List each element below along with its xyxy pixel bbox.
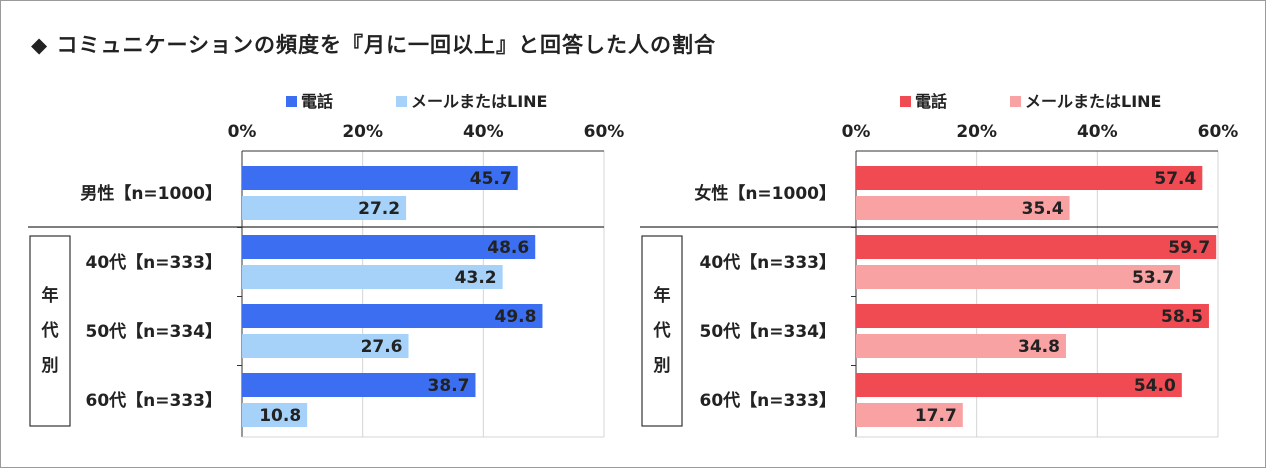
category-label: 60代【n=333】 [700,390,837,411]
bar [242,403,308,427]
bar [242,304,543,328]
legend-swatch [396,96,407,107]
group-label-char: 代 [653,320,671,341]
bar [856,373,1182,397]
data-label: 10.8 [259,406,301,426]
legend-swatch [1010,96,1021,107]
x-tick-label: 60% [1198,122,1239,142]
group-label-char: 年 [654,285,671,306]
bar [856,304,1209,328]
bar [242,166,518,190]
category-label: 男性【n=1000】 [80,183,222,204]
category-label: 50代【n=334】 [86,321,223,342]
x-tick-label: 0% [228,122,257,142]
category-label: 60代【n=333】 [86,390,223,411]
data-label: 57.4 [1154,169,1196,189]
group-label-char: 年 [42,285,59,306]
legend-swatch [286,96,297,107]
bar [856,403,963,427]
category-label: 40代【n=333】 [86,252,223,273]
data-label: 59.7 [1168,238,1210,258]
bar [242,373,476,397]
category-label: 40代【n=333】 [700,252,837,273]
bar [856,265,1180,289]
x-tick-label: 20% [342,122,383,142]
bar [856,334,1066,358]
bar [856,196,1070,220]
legend-label: メールまたはLINE [1025,92,1161,111]
x-tick-label: 40% [1077,122,1118,142]
data-label: 49.8 [495,307,537,327]
data-label: 45.7 [470,169,512,189]
data-label: 58.5 [1161,307,1203,327]
data-label: 27.6 [361,337,403,357]
legend-label: メールまたはLINE [411,92,547,111]
bar [242,265,503,289]
x-tick-label: 40% [463,122,504,142]
data-label: 48.6 [487,238,529,258]
data-label: 53.7 [1132,268,1174,288]
data-label: 43.2 [455,268,497,288]
x-tick-label: 0% [842,122,871,142]
bar [242,235,536,259]
page-title: ◆ コミュニケーションの頻度を『月に一回以上』と回答した人の割合 [31,33,717,57]
x-tick-label: 20% [956,122,997,142]
data-label: 27.2 [358,199,400,219]
bar [242,196,407,220]
data-label: 34.8 [1018,337,1060,357]
legend-label: 電話 [915,92,947,111]
bar [242,334,409,358]
legend-swatch [900,96,911,107]
data-label: 35.4 [1022,199,1064,219]
category-label: 50代【n=334】 [700,321,837,342]
data-label: 38.7 [428,376,470,396]
bar [856,166,1203,190]
group-label-char: 代 [41,320,59,341]
legend-label: 電話 [301,92,333,111]
x-tick-label: 60% [584,122,625,142]
group-label-char: 別 [653,356,671,376]
group-label-box [29,235,71,427]
bar [856,235,1217,259]
group-label-char: 別 [41,356,59,376]
group-label-box [641,235,683,427]
category-label: 女性【n=1000】 [694,183,836,204]
data-label: 54.0 [1134,376,1176,396]
data-label: 17.7 [915,406,957,426]
